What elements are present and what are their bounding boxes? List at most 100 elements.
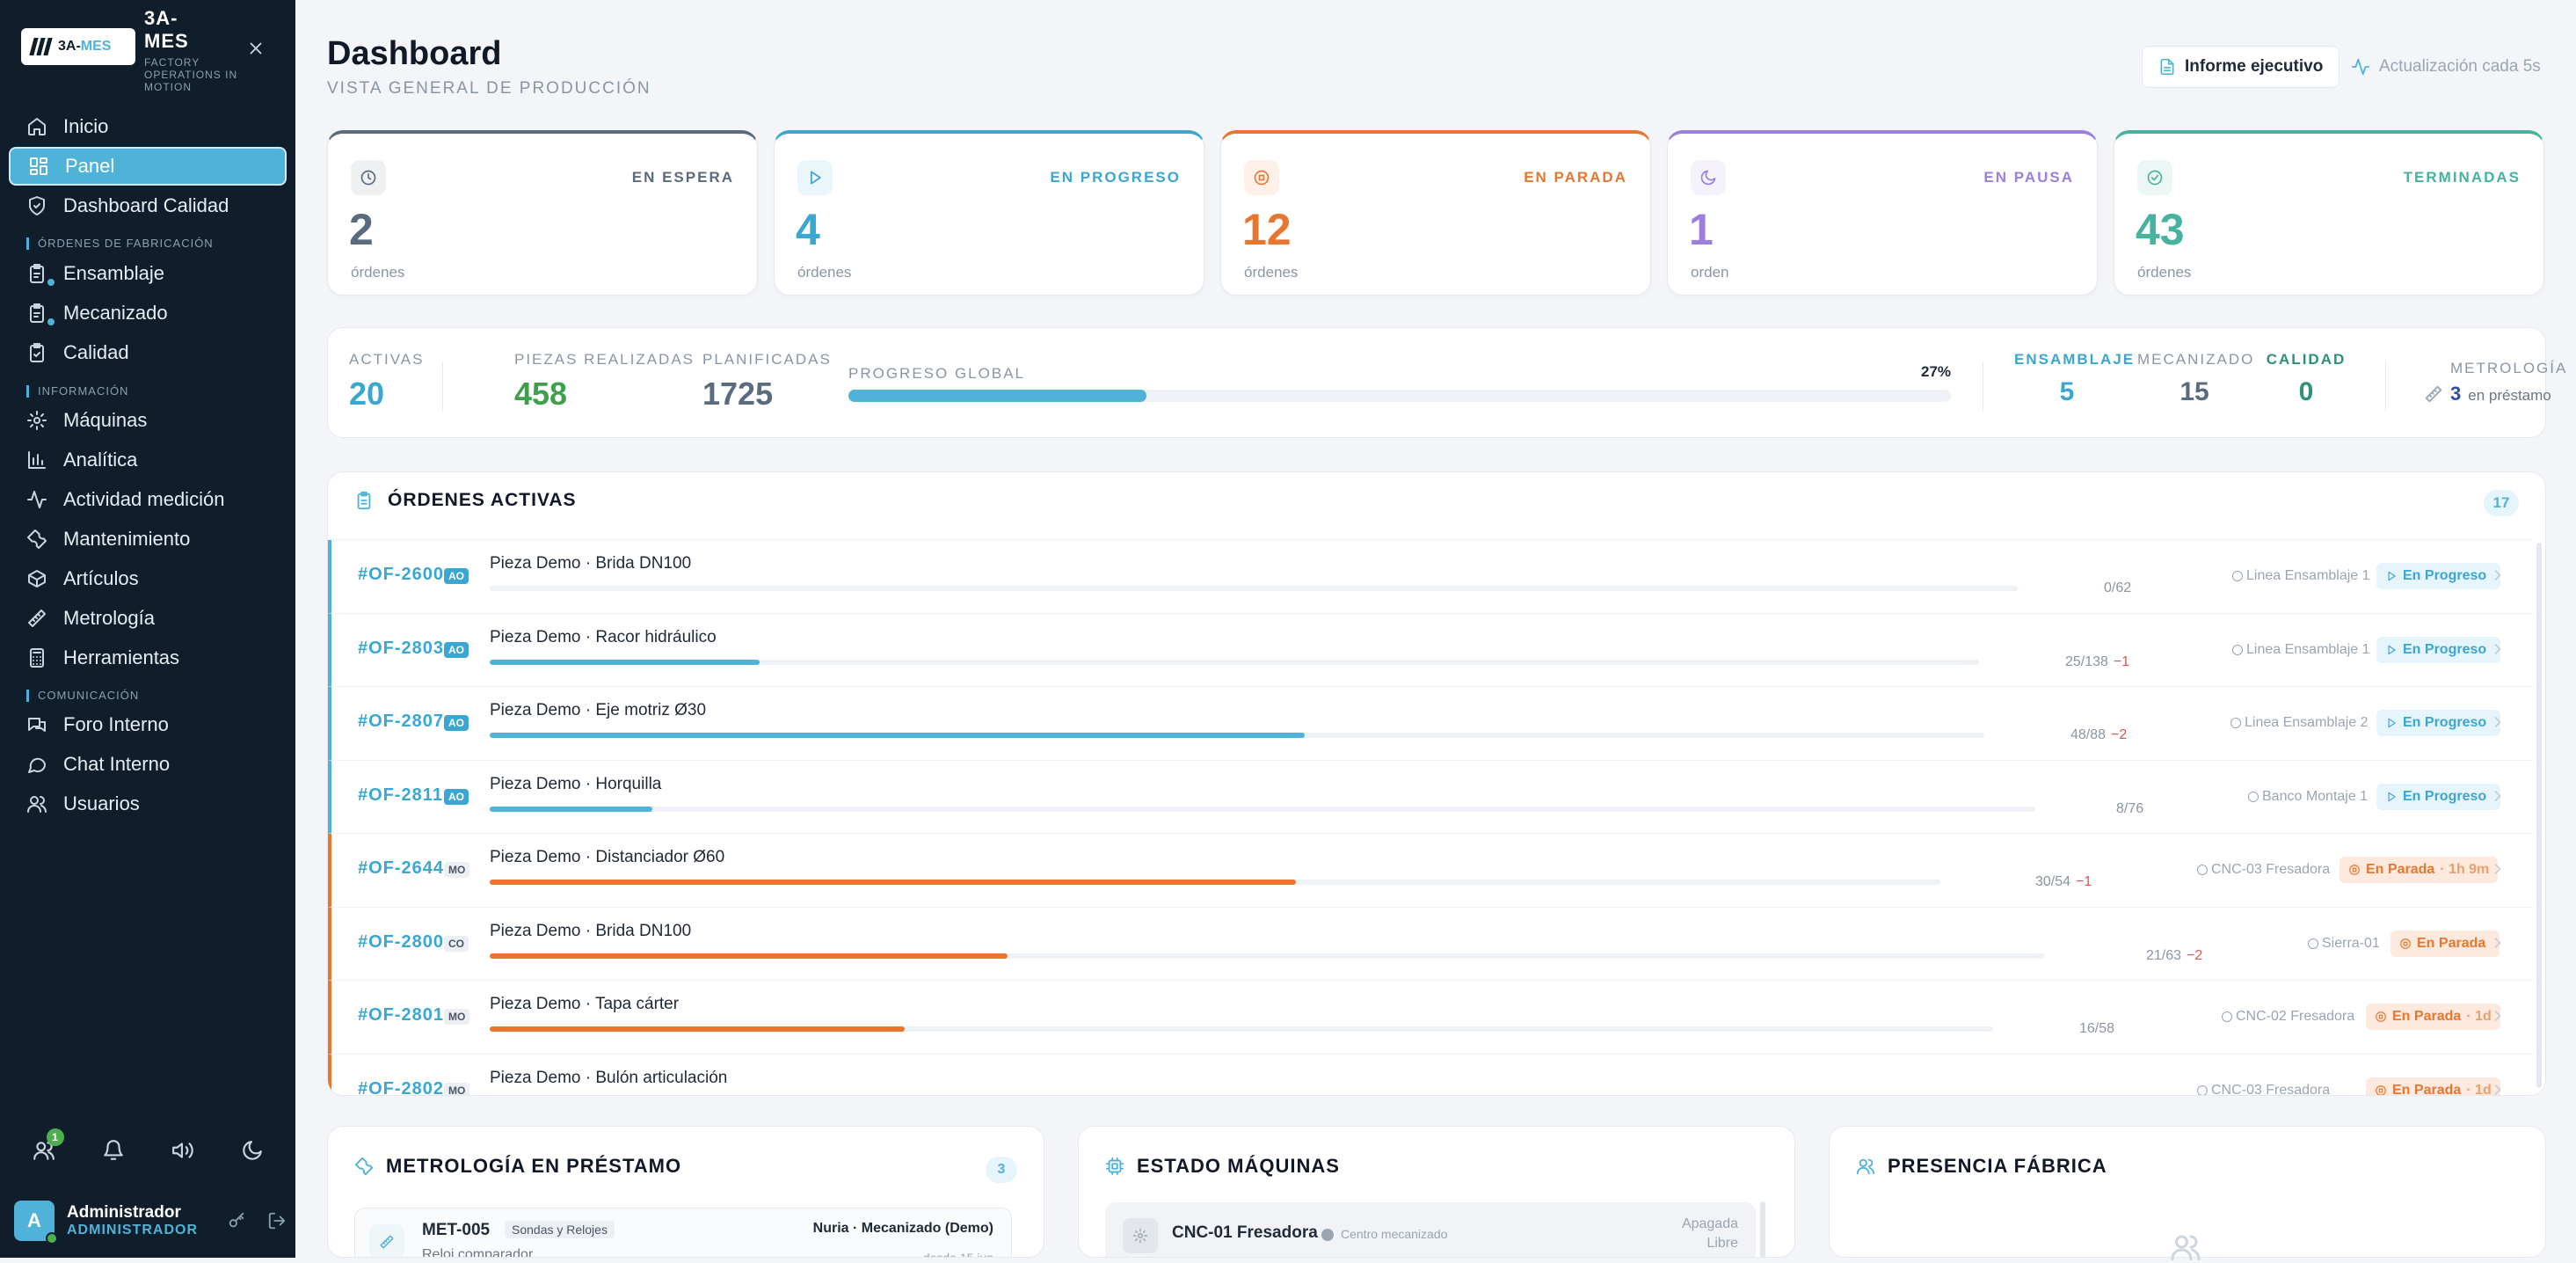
ruler-icon: [2425, 385, 2442, 403]
logout-icon[interactable]: [267, 1211, 287, 1230]
status-card-value: 2: [349, 205, 374, 254]
order-description: Pieza Demo · Horquilla: [490, 774, 662, 793]
volume-icon[interactable]: [171, 1139, 194, 1162]
order-id[interactable]: #OF-2600: [358, 565, 445, 584]
status-card-en-parada[interactable]: EN PARADA 12 órdenes: [1220, 130, 1651, 296]
users-online-icon[interactable]: 1: [33, 1128, 64, 1162]
chevron-right-icon[interactable]: [2489, 934, 2507, 952]
sidebar-item-dashboard-calidad[interactable]: Dashboard Calidad: [9, 186, 287, 225]
sidebar-item-usuarios[interactable]: Usuarios: [9, 785, 287, 823]
sidebar-item-inicio[interactable]: Inicio: [9, 107, 287, 146]
sidebar-item-calidad[interactable]: Calidad: [9, 333, 287, 372]
clipboard-icon: [26, 263, 47, 284]
user-profile[interactable]: A Administrador ADMINISTRADOR: [14, 1196, 287, 1245]
planificadas-value: 1725: [702, 376, 774, 412]
play-icon: [2388, 571, 2396, 581]
order-quantity: 21/63 −2: [2146, 947, 2203, 963]
machine-item[interactable]: CNC-01 Fresadora Centro mecanizado Apaga…: [1105, 1202, 1756, 1257]
page-title: Dashboard: [327, 35, 502, 72]
status-badge: En Progreso: [2376, 783, 2501, 810]
cpu-icon: [1105, 1157, 1124, 1176]
sidebar-item-panel[interactable]: Panel: [9, 147, 287, 186]
nav-section-orders: ÓRDENES DE FABRICACIÓN: [26, 237, 214, 250]
order-quantity: 0/62: [2104, 580, 2132, 595]
order-type-tag: CO: [444, 935, 469, 952]
key-icon[interactable]: [227, 1211, 246, 1230]
status-card-terminadas[interactable]: TERMINADAS 43 órdenes: [2114, 130, 2544, 296]
location-icon: [2232, 571, 2243, 581]
sidebar-item-ensamblaje[interactable]: Ensamblaje: [9, 254, 287, 293]
executive-report-button[interactable]: Informe ejecutivo: [2142, 46, 2340, 88]
order-id[interactable]: #OF-2811: [358, 785, 443, 805]
order-progress-bar: [490, 659, 1979, 665]
chevron-right-icon[interactable]: [2489, 713, 2507, 731]
machine-status-dot: [1321, 1229, 1334, 1241]
chevron-right-icon[interactable]: [2489, 640, 2507, 658]
order-description: Pieza Demo · Distanciador Ø60: [490, 848, 725, 866]
order-id[interactable]: #OF-2800: [358, 931, 445, 952]
order-progress-bar: [490, 733, 1984, 738]
clipboard-icon: [26, 303, 47, 324]
order-type-tag: AO: [444, 568, 469, 584]
status-card-unit: órdenes: [2137, 264, 2192, 281]
sidebar-item-metrologia[interactable]: Metrología: [9, 599, 287, 638]
ruler-icon: [369, 1224, 404, 1257]
machine-name: CNC-01 Fresadora: [1172, 1223, 1318, 1242]
document-icon: [2160, 58, 2174, 76]
status-card-en-pausa[interactable]: EN PAUSA 1 orden: [1667, 130, 2098, 296]
chevron-right-icon[interactable]: [2489, 566, 2507, 584]
brand-logo[interactable]: 3A-MES: [21, 28, 135, 65]
sidebar-item-analitica[interactable]: Analítica: [9, 441, 287, 479]
order-delta: −1: [2113, 653, 2130, 669]
status-card-en-espera[interactable]: EN ESPERA 2 órdenes: [327, 130, 758, 296]
loan-item[interactable]: MET-005 Sondas y Relojes Reloj comparado…: [354, 1208, 1012, 1257]
table-row[interactable]: #OF-2600 AO Pieza Demo · Brida DN100 0/6…: [328, 540, 2533, 614]
sidebar-item-mantenimiento[interactable]: Mantenimiento: [9, 520, 287, 558]
bell-icon[interactable]: [102, 1139, 125, 1162]
moon-icon[interactable]: [241, 1139, 264, 1162]
progress-percent: 27%: [1921, 363, 1952, 380]
sidebar-item-articulos[interactable]: Artículos: [9, 559, 287, 598]
machine-icon: [1123, 1218, 1158, 1253]
order-id[interactable]: #OF-2803: [358, 638, 445, 658]
order-description: Pieza Demo · Brida DN100: [490, 554, 692, 573]
users-icon: [1856, 1158, 1875, 1175]
sidebar-item-mecanizado[interactable]: Mecanizado: [9, 294, 287, 332]
close-sidebar-icon[interactable]: [246, 39, 266, 58]
table-row[interactable]: #OF-2802 MO Pieza Demo · Bulón articulac…: [328, 1054, 2533, 1096]
chevron-right-icon[interactable]: [2489, 1081, 2507, 1096]
status-card-en-progreso[interactable]: EN PROGRESO 4 órdenes: [774, 130, 1204, 296]
metrologia-summary[interactable]: METROLOGÍA 3 en préstamo: [2424, 360, 2567, 405]
ensamblaje-value: 5: [2059, 377, 2075, 406]
order-id[interactable]: #OF-2807: [358, 712, 445, 731]
new-activity-dot: [47, 279, 55, 286]
order-id[interactable]: #OF-2644: [358, 858, 445, 878]
chevron-right-icon[interactable]: [2489, 1007, 2507, 1025]
sidebar-item-herramientas[interactable]: Herramientas: [9, 639, 287, 677]
factory-presence-panel: PRESENCIA FÁBRICA: [1829, 1126, 2546, 1258]
chevron-right-icon[interactable]: [2489, 860, 2507, 878]
sidebar-item-maquinas[interactable]: Máquinas: [9, 401, 287, 440]
orders-scrollbar[interactable]: [2536, 543, 2542, 1088]
sidebar-item-actividad-medicion[interactable]: Actividad medición: [9, 480, 287, 519]
table-row[interactable]: #OF-2644 MO Pieza Demo · Distanciador Ø6…: [328, 834, 2533, 908]
table-row[interactable]: #OF-2801 MO Pieza Demo · Tapa cárter 16/…: [328, 981, 2533, 1055]
location-icon: [2308, 938, 2318, 949]
table-row[interactable]: #OF-2803 AO Pieza Demo · Racor hidráulic…: [328, 613, 2533, 687]
order-progress-fill: [490, 1026, 905, 1032]
order-location: CNC-03 Fresadora: [2197, 862, 2330, 878]
order-id[interactable]: #OF-2802: [358, 1078, 445, 1096]
chevron-right-icon[interactable]: [2489, 787, 2507, 805]
machines-scrollbar[interactable]: [1760, 1201, 1765, 1258]
sidebar-item-chat-interno[interactable]: Chat Interno: [9, 745, 287, 784]
order-id[interactable]: #OF-2801: [358, 1005, 445, 1025]
order-quantity: [2079, 1095, 2085, 1096]
table-row[interactable]: #OF-2800 CO Pieza Demo · Brida DN100 21/…: [328, 907, 2533, 981]
shield-icon: [26, 195, 47, 216]
table-row[interactable]: #OF-2811 AO Pieza Demo · Horquilla 8/76 …: [328, 760, 2533, 834]
table-row[interactable]: #OF-2807 AO Pieza Demo · Eje motriz Ø30 …: [328, 687, 2533, 761]
calidad-value: 0: [2298, 377, 2314, 406]
sidebar-item-foro-interno[interactable]: Foro Interno: [9, 705, 287, 744]
avatar[interactable]: A: [14, 1201, 58, 1245]
orders-list[interactable]: #OF-2600 AO Pieza Demo · Brida DN100 0/6…: [328, 539, 2533, 1096]
